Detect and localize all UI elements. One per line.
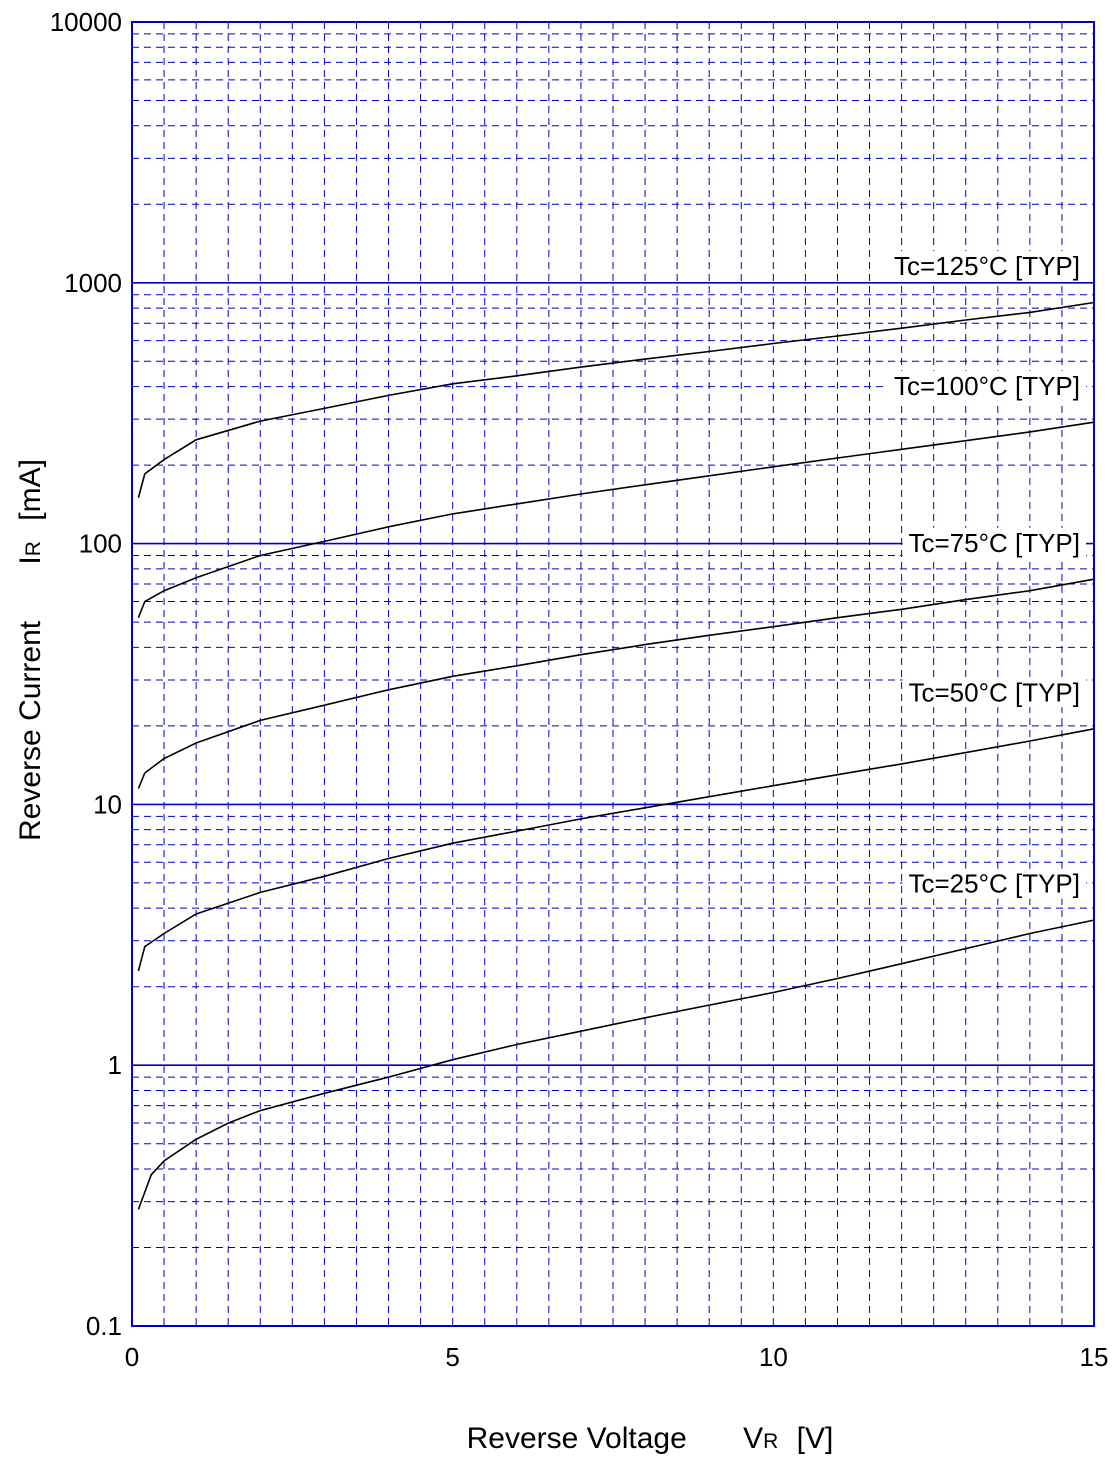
series-label: Tc=75°C [TYP] [908,528,1080,558]
series-label-background [888,370,1086,401]
x-tick-label: 10 [759,1342,788,1372]
series-label: Tc=50°C [TYP] [908,677,1080,707]
series-lines [137,301,1095,1210]
series-label: Tc=125°C [TYP] [894,251,1080,281]
y-tick-label: 0.1 [86,1311,122,1341]
x-tick-label: 0 [125,1342,139,1372]
x-axis-symbol: V [743,1422,763,1455]
y-tick-labels: 0.1 1 10 100 1000 10000 [50,7,122,1341]
x-axis-unit: [V] [797,1422,834,1455]
series-label-background [902,868,1086,899]
series-label-background [888,251,1086,282]
series-label: Tc=100°C [TYP] [894,371,1080,401]
series-line [137,578,1095,789]
x-tick-label: 5 [445,1342,459,1372]
y-axis-unit: [mA] [14,459,47,521]
series-label-background [902,677,1086,708]
y-axis-title: Reverse Current IR [mA] [14,459,47,841]
series-line [137,421,1095,618]
x-axis-title: Reverse Voltage VR [V] [467,1422,834,1455]
y-axis-symbol: I [14,556,47,564]
plot-frame [131,21,1095,1327]
series-labels: Tc=125°C [TYP] Tc=100°C [TYP] Tc=75°C [TYP… [888,251,1086,899]
y-axis-subscript: R [22,541,45,556]
x-axis-subscript: R [763,1430,778,1453]
y-tick-label: 100 [79,529,122,559]
series-label-background [902,527,1086,558]
y-tick-label: 1 [108,1050,122,1080]
x-axis-label: Reverse Voltage [467,1422,687,1455]
series-line [137,728,1095,972]
series-line [137,919,1095,1210]
grid [132,22,1094,1326]
y-axis-label: Reverse Current [14,620,47,841]
y-tick-label: 10 [93,789,122,819]
series-line [137,301,1095,498]
x-tick-labels: 0 5 10 15 [125,1342,1109,1372]
series-label: Tc=25°C [TYP] [908,869,1080,899]
x-tick-label: 15 [1080,1342,1109,1372]
y-tick-label: 10000 [50,7,122,37]
y-tick-label: 1000 [64,268,122,298]
